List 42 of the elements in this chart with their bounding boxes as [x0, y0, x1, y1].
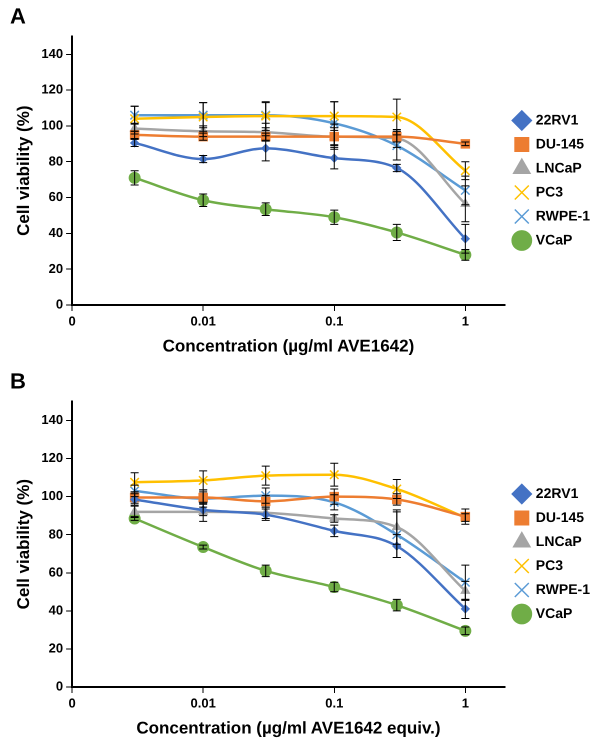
legend-label: RWPE-1: [536, 580, 590, 597]
legend-label: 22RV1: [536, 484, 579, 501]
x-tick-label: 0: [68, 695, 76, 710]
y-tick-label: 60: [48, 189, 64, 204]
y-tick-label: 20: [48, 260, 64, 276]
y-tick-label: 140: [41, 412, 64, 428]
legend-label: DU-145: [536, 508, 584, 525]
y-tick-label: 80: [48, 526, 64, 542]
x-axis-title: Concentration (µg/ml AVE1642): [162, 336, 414, 356]
x-tick-label: 0.01: [190, 313, 216, 328]
chart-title: B: [10, 368, 26, 394]
y-axis-title: Cell viability (%): [14, 479, 33, 610]
x-axis-title: Concentration (µg/ml AVE1642 equiv.): [136, 718, 441, 738]
y-tick-label: 60: [48, 564, 64, 580]
y-tick-label: 40: [48, 602, 64, 618]
y-tick-label: 40: [48, 224, 64, 240]
y-axis-title: Cell viability (%): [14, 106, 33, 236]
y-tick-label: 100: [41, 488, 64, 504]
x-tick-label: 0: [68, 313, 76, 328]
legend-label: PC3: [536, 183, 564, 200]
x-tick-label: 0.01: [190, 695, 216, 710]
x-tick-label: 1: [462, 313, 469, 328]
legend-label: LNCaP: [536, 159, 582, 176]
x-tick-label: 0.1: [325, 313, 344, 328]
y-tick-label: 0: [56, 296, 64, 312]
legend-label: DU-145: [536, 135, 584, 152]
legend-label: PC3: [536, 556, 564, 573]
legend-label: LNCaP: [536, 532, 582, 549]
legend-label: VCaP: [536, 231, 572, 248]
y-tick-label: 140: [41, 46, 64, 61]
legend-label: VCaP: [536, 604, 572, 621]
y-tick-label: 0: [56, 678, 64, 694]
y-tick-label: 120: [41, 82, 64, 97]
y-tick-label: 20: [48, 640, 64, 656]
y-tick-label: 80: [48, 153, 64, 168]
y-tick-label: 120: [41, 450, 64, 466]
x-tick-label: 1: [462, 695, 469, 710]
legend-label: 22RV1: [536, 111, 579, 128]
legend-label: RWPE-1: [536, 207, 590, 224]
x-tick-label: 0.1: [325, 695, 344, 710]
y-tick-label: 100: [41, 118, 64, 133]
chart-title: A: [10, 3, 26, 28]
